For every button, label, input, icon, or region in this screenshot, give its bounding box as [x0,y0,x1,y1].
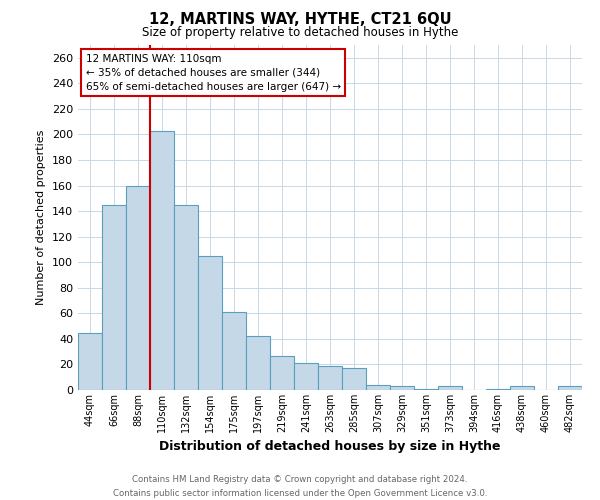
Bar [222,312,246,390]
Text: Contains HM Land Registry data © Crown copyright and database right 2024.
Contai: Contains HM Land Registry data © Crown c… [113,476,487,498]
Bar [150,130,174,390]
Bar [390,386,414,390]
Bar [126,186,150,390]
Bar [198,256,222,390]
Text: Size of property relative to detached houses in Hythe: Size of property relative to detached ho… [142,26,458,39]
Bar [102,204,126,390]
Bar [318,366,342,390]
Bar [342,368,366,390]
Bar [366,385,390,390]
Bar [414,388,438,390]
Bar [246,336,270,390]
Bar [438,386,462,390]
Bar [294,363,318,390]
Text: 12, MARTINS WAY, HYTHE, CT21 6QU: 12, MARTINS WAY, HYTHE, CT21 6QU [149,12,451,28]
Bar [174,204,198,390]
Y-axis label: Number of detached properties: Number of detached properties [37,130,46,305]
X-axis label: Distribution of detached houses by size in Hythe: Distribution of detached houses by size … [159,440,501,454]
Bar [78,332,102,390]
Bar [510,386,534,390]
Bar [486,388,510,390]
Bar [270,356,294,390]
Text: 12 MARTINS WAY: 110sqm
← 35% of detached houses are smaller (344)
65% of semi-de: 12 MARTINS WAY: 110sqm ← 35% of detached… [86,54,341,92]
Bar [558,386,582,390]
